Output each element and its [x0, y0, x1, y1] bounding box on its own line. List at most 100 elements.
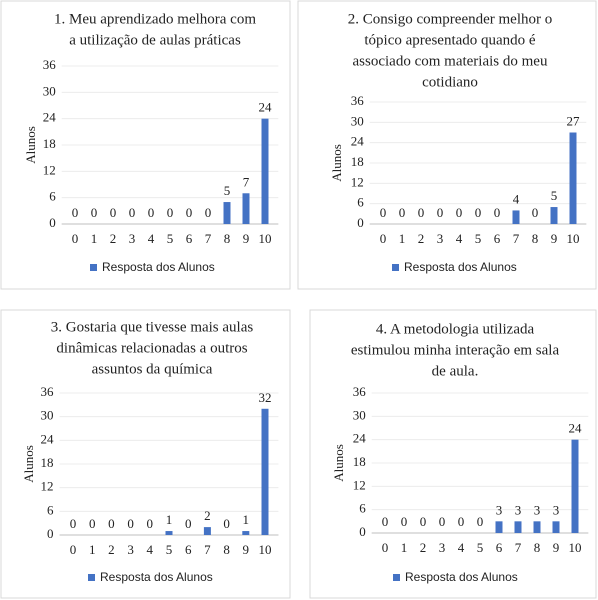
y-tick-label: 6	[357, 195, 364, 210]
data-label: 0	[458, 514, 465, 529]
y-tick-label: 12	[353, 477, 366, 492]
y-tick-label: 24	[351, 134, 365, 149]
legend-swatch	[90, 264, 97, 271]
y-tick-label: 30	[41, 408, 54, 423]
x-tick-label: 1	[91, 231, 98, 246]
chart-title: dinâmicas relacionadas a outros	[56, 340, 247, 356]
y-tick-label: 12	[43, 162, 56, 177]
data-label: 0	[223, 516, 230, 531]
x-tick-label: 10	[259, 542, 272, 557]
x-tick-label: 4	[147, 542, 154, 557]
x-tick-label: 5	[477, 540, 484, 555]
x-tick-label: 6	[185, 542, 192, 557]
x-tick-label: 8	[223, 542, 230, 557]
y-tick-label: 24	[41, 431, 55, 446]
bar	[512, 210, 520, 224]
bar	[571, 439, 579, 533]
x-tick-label: 7	[205, 231, 212, 246]
data-label: 0	[205, 205, 212, 220]
data-label: 2	[204, 508, 211, 523]
x-tick-label: 3	[127, 542, 134, 557]
data-label: 0	[494, 205, 501, 220]
y-tick-label: 36	[43, 57, 57, 72]
chart-title: 1. Meu aprendizado melhora com	[54, 11, 256, 27]
chart-title: associado com materiais do meu	[353, 53, 548, 69]
data-label: 1	[166, 512, 173, 527]
y-tick-label: 18	[41, 455, 54, 470]
data-label: 24	[569, 421, 583, 436]
data-label: 0	[89, 516, 96, 531]
y-axis-label: Alunos	[331, 444, 346, 482]
panel	[309, 309, 597, 599]
data-label: 0	[532, 205, 539, 220]
legend-swatch	[88, 574, 95, 581]
y-tick-label: 18	[353, 454, 366, 469]
data-label: 32	[259, 390, 272, 405]
x-tick-label: 10	[567, 231, 580, 246]
chart-title: cotidiano	[422, 74, 478, 90]
panel	[297, 0, 597, 290]
y-tick-label: 30	[353, 407, 366, 422]
x-tick-label: 2	[420, 540, 427, 555]
bar	[261, 408, 269, 535]
y-tick-label: 12	[351, 174, 364, 189]
bar	[223, 202, 231, 224]
y-tick-label: 6	[47, 502, 54, 517]
data-label: 0	[399, 205, 406, 220]
y-axis-label: Alunos	[23, 126, 38, 164]
data-label: 0	[456, 205, 463, 220]
bar	[514, 521, 522, 533]
legend-label: Resposta dos Alunos	[404, 260, 517, 274]
chart-title: a utilização de aulas práticas	[69, 32, 241, 48]
y-tick-label: 36	[353, 384, 367, 399]
y-tick-label: 18	[351, 154, 364, 169]
y-tick-label: 0	[359, 524, 366, 539]
chart-title: 2. Consigo compreender melhor o	[348, 11, 553, 27]
x-tick-label: 6	[496, 540, 503, 555]
y-tick-label: 0	[357, 215, 364, 230]
data-label: 3	[515, 502, 522, 517]
x-tick-label: 9	[553, 540, 560, 555]
bar	[550, 207, 558, 224]
y-axis-label: Alunos	[329, 144, 344, 182]
y-tick-label: 6	[49, 189, 56, 204]
x-tick-label: 1	[399, 231, 406, 246]
data-label: 0	[401, 514, 408, 529]
data-label: 0	[380, 205, 387, 220]
legend-label: Resposta dos Alunos	[102, 260, 215, 274]
x-tick-label: 5	[167, 231, 174, 246]
data-label: 0	[167, 205, 174, 220]
x-tick-label: 0	[382, 540, 389, 555]
y-axis-label: Alunos	[21, 445, 36, 483]
x-tick-label: 3	[129, 231, 136, 246]
x-tick-label: 1	[401, 540, 408, 555]
x-tick-label: 3	[439, 540, 446, 555]
panel	[0, 309, 291, 599]
x-tick-label: 7	[515, 540, 522, 555]
data-label: 0	[147, 516, 154, 531]
bar	[495, 521, 503, 533]
x-tick-label: 2	[108, 542, 115, 557]
y-tick-label: 6	[359, 501, 366, 516]
x-tick-label: 8	[534, 540, 541, 555]
data-label: 3	[553, 502, 560, 517]
data-label: 0	[127, 516, 134, 531]
x-tick-label: 6	[494, 231, 501, 246]
chart-title: de aula.	[432, 363, 479, 379]
x-tick-label: 5	[166, 542, 173, 557]
chart-title: tópico apresentado quando é	[364, 32, 536, 48]
x-tick-label: 7	[204, 542, 211, 557]
data-label: 1	[243, 512, 250, 527]
bar	[203, 527, 211, 535]
data-label: 0	[110, 205, 117, 220]
x-tick-label: 9	[551, 231, 558, 246]
y-tick-label: 24	[43, 110, 57, 125]
data-label: 4	[513, 191, 520, 206]
x-tick-label: 5	[475, 231, 482, 246]
data-label: 0	[148, 205, 155, 220]
x-tick-label: 9	[243, 231, 250, 246]
bar	[261, 118, 269, 224]
data-label: 5	[551, 188, 558, 203]
data-label: 0	[437, 205, 444, 220]
